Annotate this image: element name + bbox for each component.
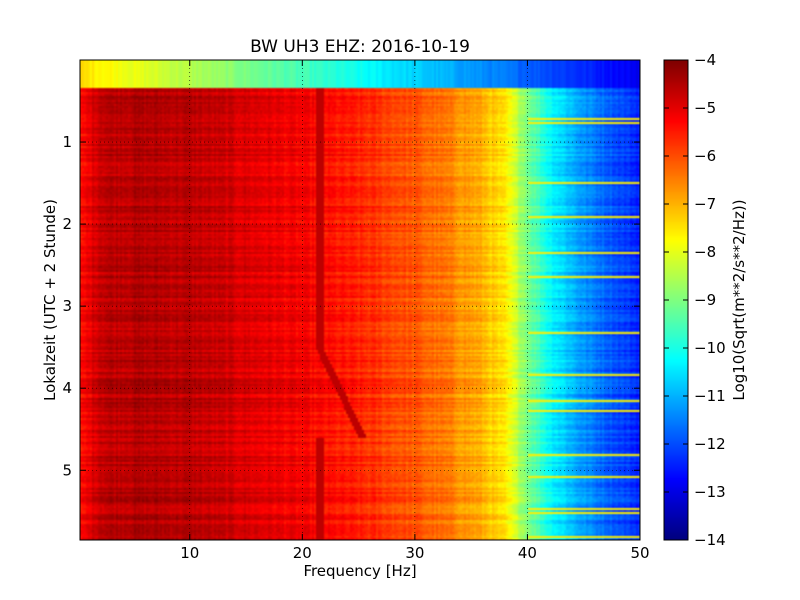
- y-tick-label: 2: [62, 215, 72, 233]
- colorbar-tick-label: −11: [694, 387, 726, 405]
- chart-title: BW UH3 EHZ: 2016-10-19: [250, 37, 470, 57]
- y-tick-label: 3: [62, 297, 72, 315]
- y-tick-label: 5: [62, 461, 72, 479]
- x-tick-label: 30: [405, 544, 424, 562]
- colorbar-ticks: −4 −5 −6 −7 −8 −9 −10 −11 −12 −13 −14: [664, 51, 726, 549]
- colorbar-tick-label: −4: [694, 51, 716, 69]
- y-tick-label: 4: [62, 379, 72, 397]
- plot-frame: [79, 59, 641, 541]
- colorbar: −4 −5 −6 −7 −8 −9 −10 −11 −12 −13 −14: [663, 51, 726, 549]
- y-axis-ticks: 1 2 3 4 5: [62, 133, 640, 479]
- colorbar-label: Log10(Sqrt(m**2/s**2/Hz)): [730, 199, 748, 400]
- plot-area: 10 20 30 40 50 1 2 3 4 5: [62, 59, 650, 562]
- colorbar-tick-label: −5: [694, 99, 716, 117]
- colorbar-tick-label: −13: [694, 483, 726, 501]
- x-axis-label: Frequency [Hz]: [303, 562, 416, 580]
- colorbar-tick-label: −9: [694, 291, 716, 309]
- x-tick-label: 10: [180, 544, 199, 562]
- colorbar-tick-label: −10: [694, 339, 726, 357]
- colorbar-tick-label: −6: [694, 147, 716, 165]
- x-tick-label: 50: [630, 544, 649, 562]
- colorbar-tick-label: −14: [694, 531, 726, 549]
- colorbar-tick-label: −7: [694, 195, 716, 213]
- x-axis-ticks: 10 20 30 40 50: [180, 60, 650, 562]
- grid-lines: [80, 60, 640, 540]
- y-tick-label: 1: [62, 133, 72, 151]
- x-tick-label: 40: [518, 544, 537, 562]
- spectrogram-heatmap: [80, 60, 640, 540]
- y-axis-label: Lokalzeit (UTC + 2 Stunde): [41, 199, 59, 401]
- x-tick-label: 20: [293, 544, 312, 562]
- colorbar-tick-label: −8: [694, 243, 716, 261]
- colorbar-tick-label: −12: [694, 435, 726, 453]
